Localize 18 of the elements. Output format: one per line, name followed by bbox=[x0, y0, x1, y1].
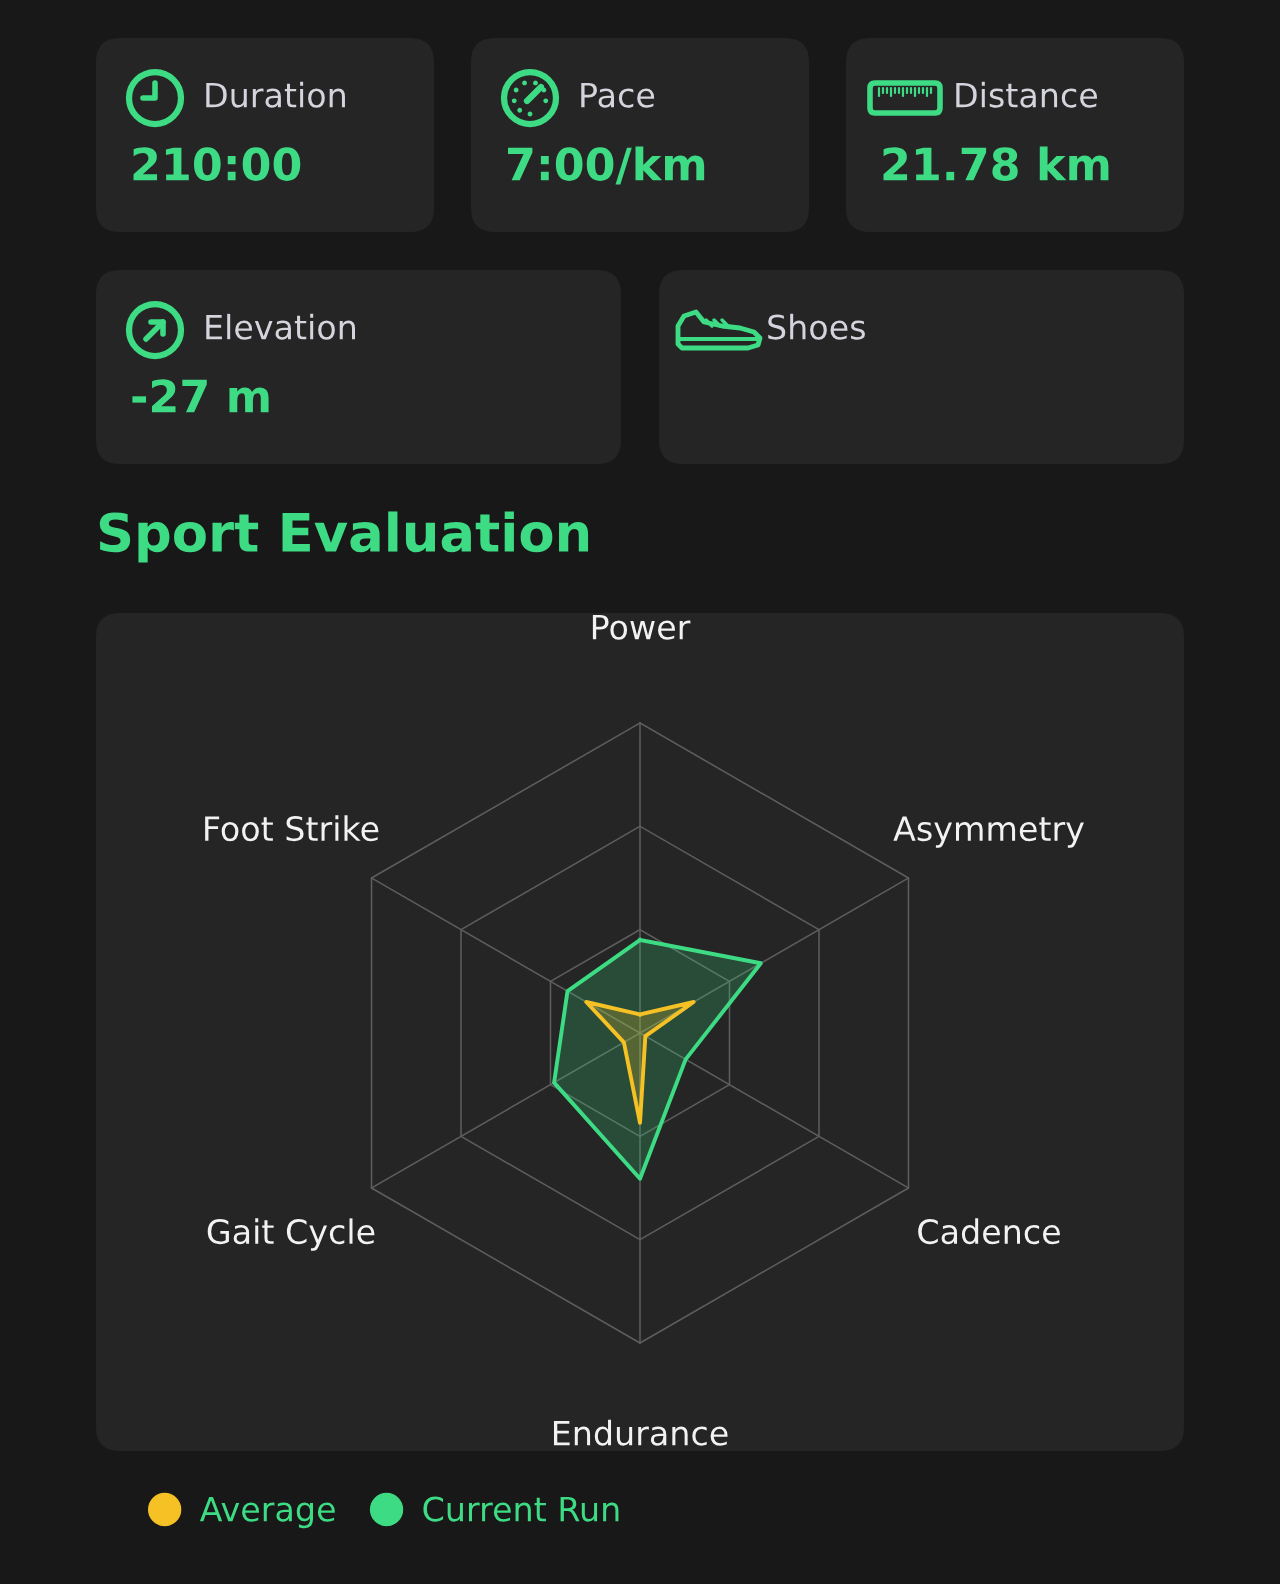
spoke-label: Endurance bbox=[553, 1419, 728, 1446]
text: Distance bbox=[956, 81, 1097, 108]
legend-label: Current Run bbox=[423, 1496, 619, 1522]
text: 21.78 km bbox=[883, 146, 1109, 181]
text: Shoes bbox=[768, 313, 865, 340]
legend-label: Average bbox=[199, 1496, 335, 1529]
text: Elevation bbox=[206, 313, 355, 340]
spoke-label: Cadence bbox=[918, 1218, 1060, 1245]
spoke-label: Power bbox=[592, 614, 691, 640]
text: Pace bbox=[581, 82, 655, 108]
spoke-label: Foot Strike bbox=[205, 815, 379, 842]
text: 7:00/km bbox=[507, 146, 705, 185]
text: 210:00 bbox=[133, 147, 301, 181]
chart-title: Sport Evaluation bbox=[99, 511, 589, 563]
text: Duration bbox=[206, 81, 345, 108]
spoke-label: Gait Cycle bbox=[207, 1218, 375, 1251]
text: -27 m bbox=[132, 379, 269, 413]
spoke-label: Asymmetry bbox=[893, 816, 1084, 848]
